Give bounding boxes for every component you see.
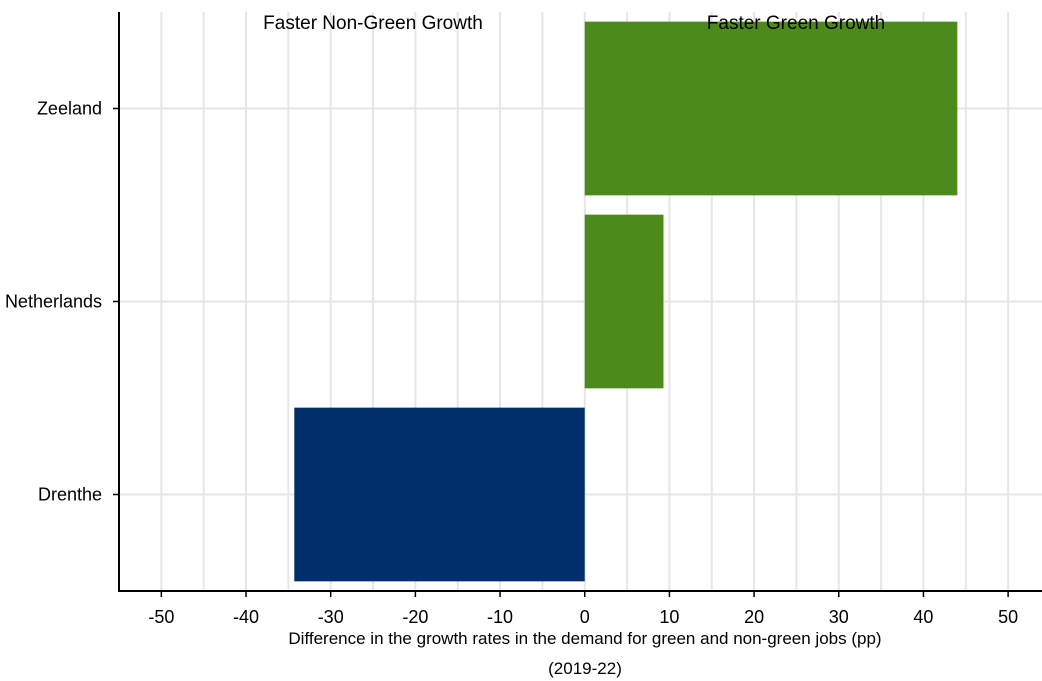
x-axis-subtitle: (2019-22) [548, 659, 622, 678]
x-tick-label: 20 [744, 607, 764, 627]
bar-zeeland [584, 21, 958, 196]
bar-netherlands [584, 214, 664, 389]
x-tick-label: -50 [148, 607, 174, 627]
x-tick-label: -30 [318, 607, 344, 627]
y-tick-label-netherlands: Netherlands [5, 292, 102, 312]
x-tick-label: 30 [829, 607, 849, 627]
x-tick-label: -40 [233, 607, 259, 627]
annotation-right: Faster Green Growth [707, 13, 885, 34]
y-tick-label-drenthe: Drenthe [38, 485, 102, 505]
annotation-left: Faster Non-Green Growth [263, 13, 483, 34]
x-tick-labels: -50 -40 -30 -20 -10 0 10 20 30 40 50 [148, 591, 1018, 627]
x-axis-title: Difference in the growth rates in the de… [288, 629, 881, 648]
x-tick-label: -20 [402, 607, 428, 627]
y-tick-labels: Zeeland Netherlands Drenthe [5, 99, 119, 505]
x-tick-label: 40 [913, 607, 933, 627]
x-tick-label: -10 [487, 607, 513, 627]
bars [294, 21, 958, 582]
bar-drenthe [294, 407, 585, 582]
x-tick-label: 10 [659, 607, 679, 627]
x-tick-label: 50 [998, 607, 1018, 627]
x-tick-label: 0 [580, 607, 590, 627]
y-tick-label-zeeland: Zeeland [37, 99, 102, 119]
